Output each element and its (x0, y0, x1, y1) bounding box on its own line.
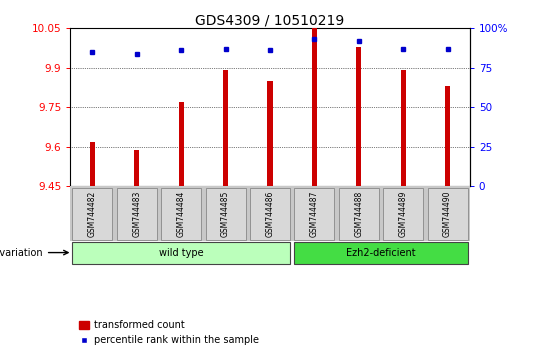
Bar (401, 70, 406, 187)
Text: wild type: wild type (159, 247, 204, 258)
Bar (294, 242, 468, 264)
Text: GSM744482: GSM744482 (88, 190, 97, 237)
Bar (134, 149, 139, 187)
Bar (206, 188, 246, 240)
Text: GSM744485: GSM744485 (221, 190, 230, 237)
Bar (339, 188, 379, 240)
Bar (294, 188, 334, 240)
Bar (267, 81, 273, 187)
Bar (428, 188, 468, 240)
Text: GSM744483: GSM744483 (132, 190, 141, 237)
Bar (356, 47, 361, 187)
Text: genotype/variation: genotype/variation (0, 247, 68, 258)
Bar (312, 28, 317, 187)
Text: GSM744488: GSM744488 (354, 190, 363, 237)
Bar (72, 242, 290, 264)
Text: GSM744486: GSM744486 (266, 190, 274, 237)
Bar (445, 86, 450, 187)
Bar (223, 70, 228, 187)
Bar (179, 102, 184, 187)
Legend: transformed count, percentile rank within the sample: transformed count, percentile rank withi… (75, 316, 262, 349)
Title: GDS4309 / 10510219: GDS4309 / 10510219 (195, 13, 345, 27)
Bar (90, 142, 95, 187)
Text: GSM744484: GSM744484 (177, 190, 186, 237)
Text: GSM744489: GSM744489 (399, 190, 408, 237)
Text: GSM744487: GSM744487 (310, 190, 319, 237)
Text: Ezh2-deficient: Ezh2-deficient (346, 247, 416, 258)
Bar (117, 188, 157, 240)
Bar (383, 188, 423, 240)
Bar (72, 188, 112, 240)
Text: GSM744490: GSM744490 (443, 190, 452, 237)
Bar (161, 188, 201, 240)
Bar (250, 188, 290, 240)
